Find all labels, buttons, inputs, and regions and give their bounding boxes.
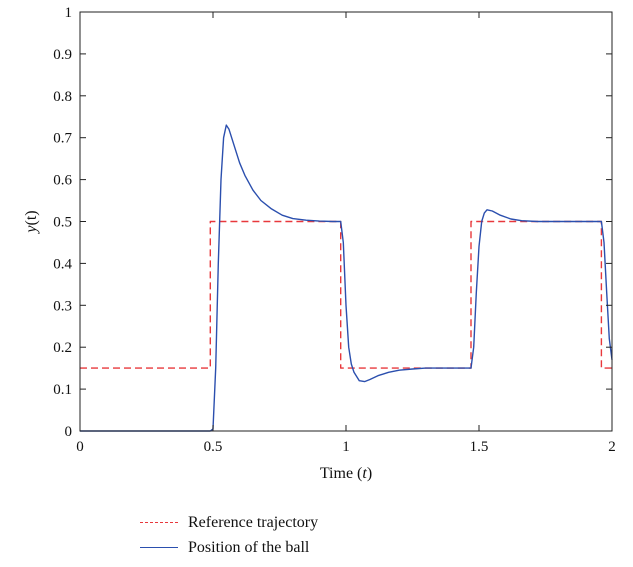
x-tick-label: 0.5 [204, 439, 223, 455]
x-axis-label-close: ) [367, 465, 372, 482]
x-axis-label: Time (t) [320, 465, 372, 482]
legend-swatch-solid-blue [140, 547, 178, 548]
series-line-reference [80, 220, 612, 369]
y-tick-label: 1 [65, 5, 73, 21]
x-tick-label: 1.5 [470, 439, 489, 455]
y-tick-label: 0.2 [53, 340, 72, 356]
legend-label-reference: Reference trajectory [188, 513, 319, 531]
legend-item-reference: Reference trajectory [140, 510, 318, 535]
legend-swatch-dashed-red [140, 522, 178, 523]
y-axis-label-argument: (t) [23, 210, 40, 225]
y-tick-label: 0.7 [53, 131, 72, 147]
y-tick-label: 0.3 [53, 298, 72, 314]
series-line-ball [80, 124, 613, 432]
x-tick-label: 2 [608, 439, 616, 455]
x-axis-label-text: Time ( [320, 465, 363, 482]
y-tick-label: 0.4 [53, 256, 72, 272]
y-axis-label-variable: y [23, 225, 40, 235]
line-chart: 0 0.5 1 1.5 2 0 0.1 0.2 0.3 0.4 0.5 0.6 0.7 0.8 0.9 1 T… [23, 5, 616, 482]
tick-layer: 0 0.5 1 1.5 2 0 0.1 0.2 0.3 0.4 0.5 0.6 0.7 0.8 0.9 1 [53, 5, 616, 455]
legend: Reference trajectory Position of the bal… [140, 510, 318, 560]
y-tick-label: 0.8 [53, 89, 72, 105]
x-axis-label-variable: t [362, 465, 367, 482]
y-axis-label: y(t) [23, 210, 40, 234]
x-tick-label: 0 [76, 439, 84, 455]
series-layer [80, 124, 613, 432]
y-tick-label: 0 [65, 424, 73, 440]
y-tick-label: 0.9 [53, 47, 72, 63]
legend-label-ball: Position of the ball [188, 538, 310, 556]
y-tick-label: 0.5 [53, 215, 72, 231]
x-tick-label: 1 [342, 439, 350, 455]
legend-item-ball: Position of the ball [140, 535, 318, 560]
y-tick-label: 0.1 [53, 382, 72, 398]
plot-frame [79, 11, 613, 432]
y-tick-label: 0.6 [53, 173, 72, 189]
